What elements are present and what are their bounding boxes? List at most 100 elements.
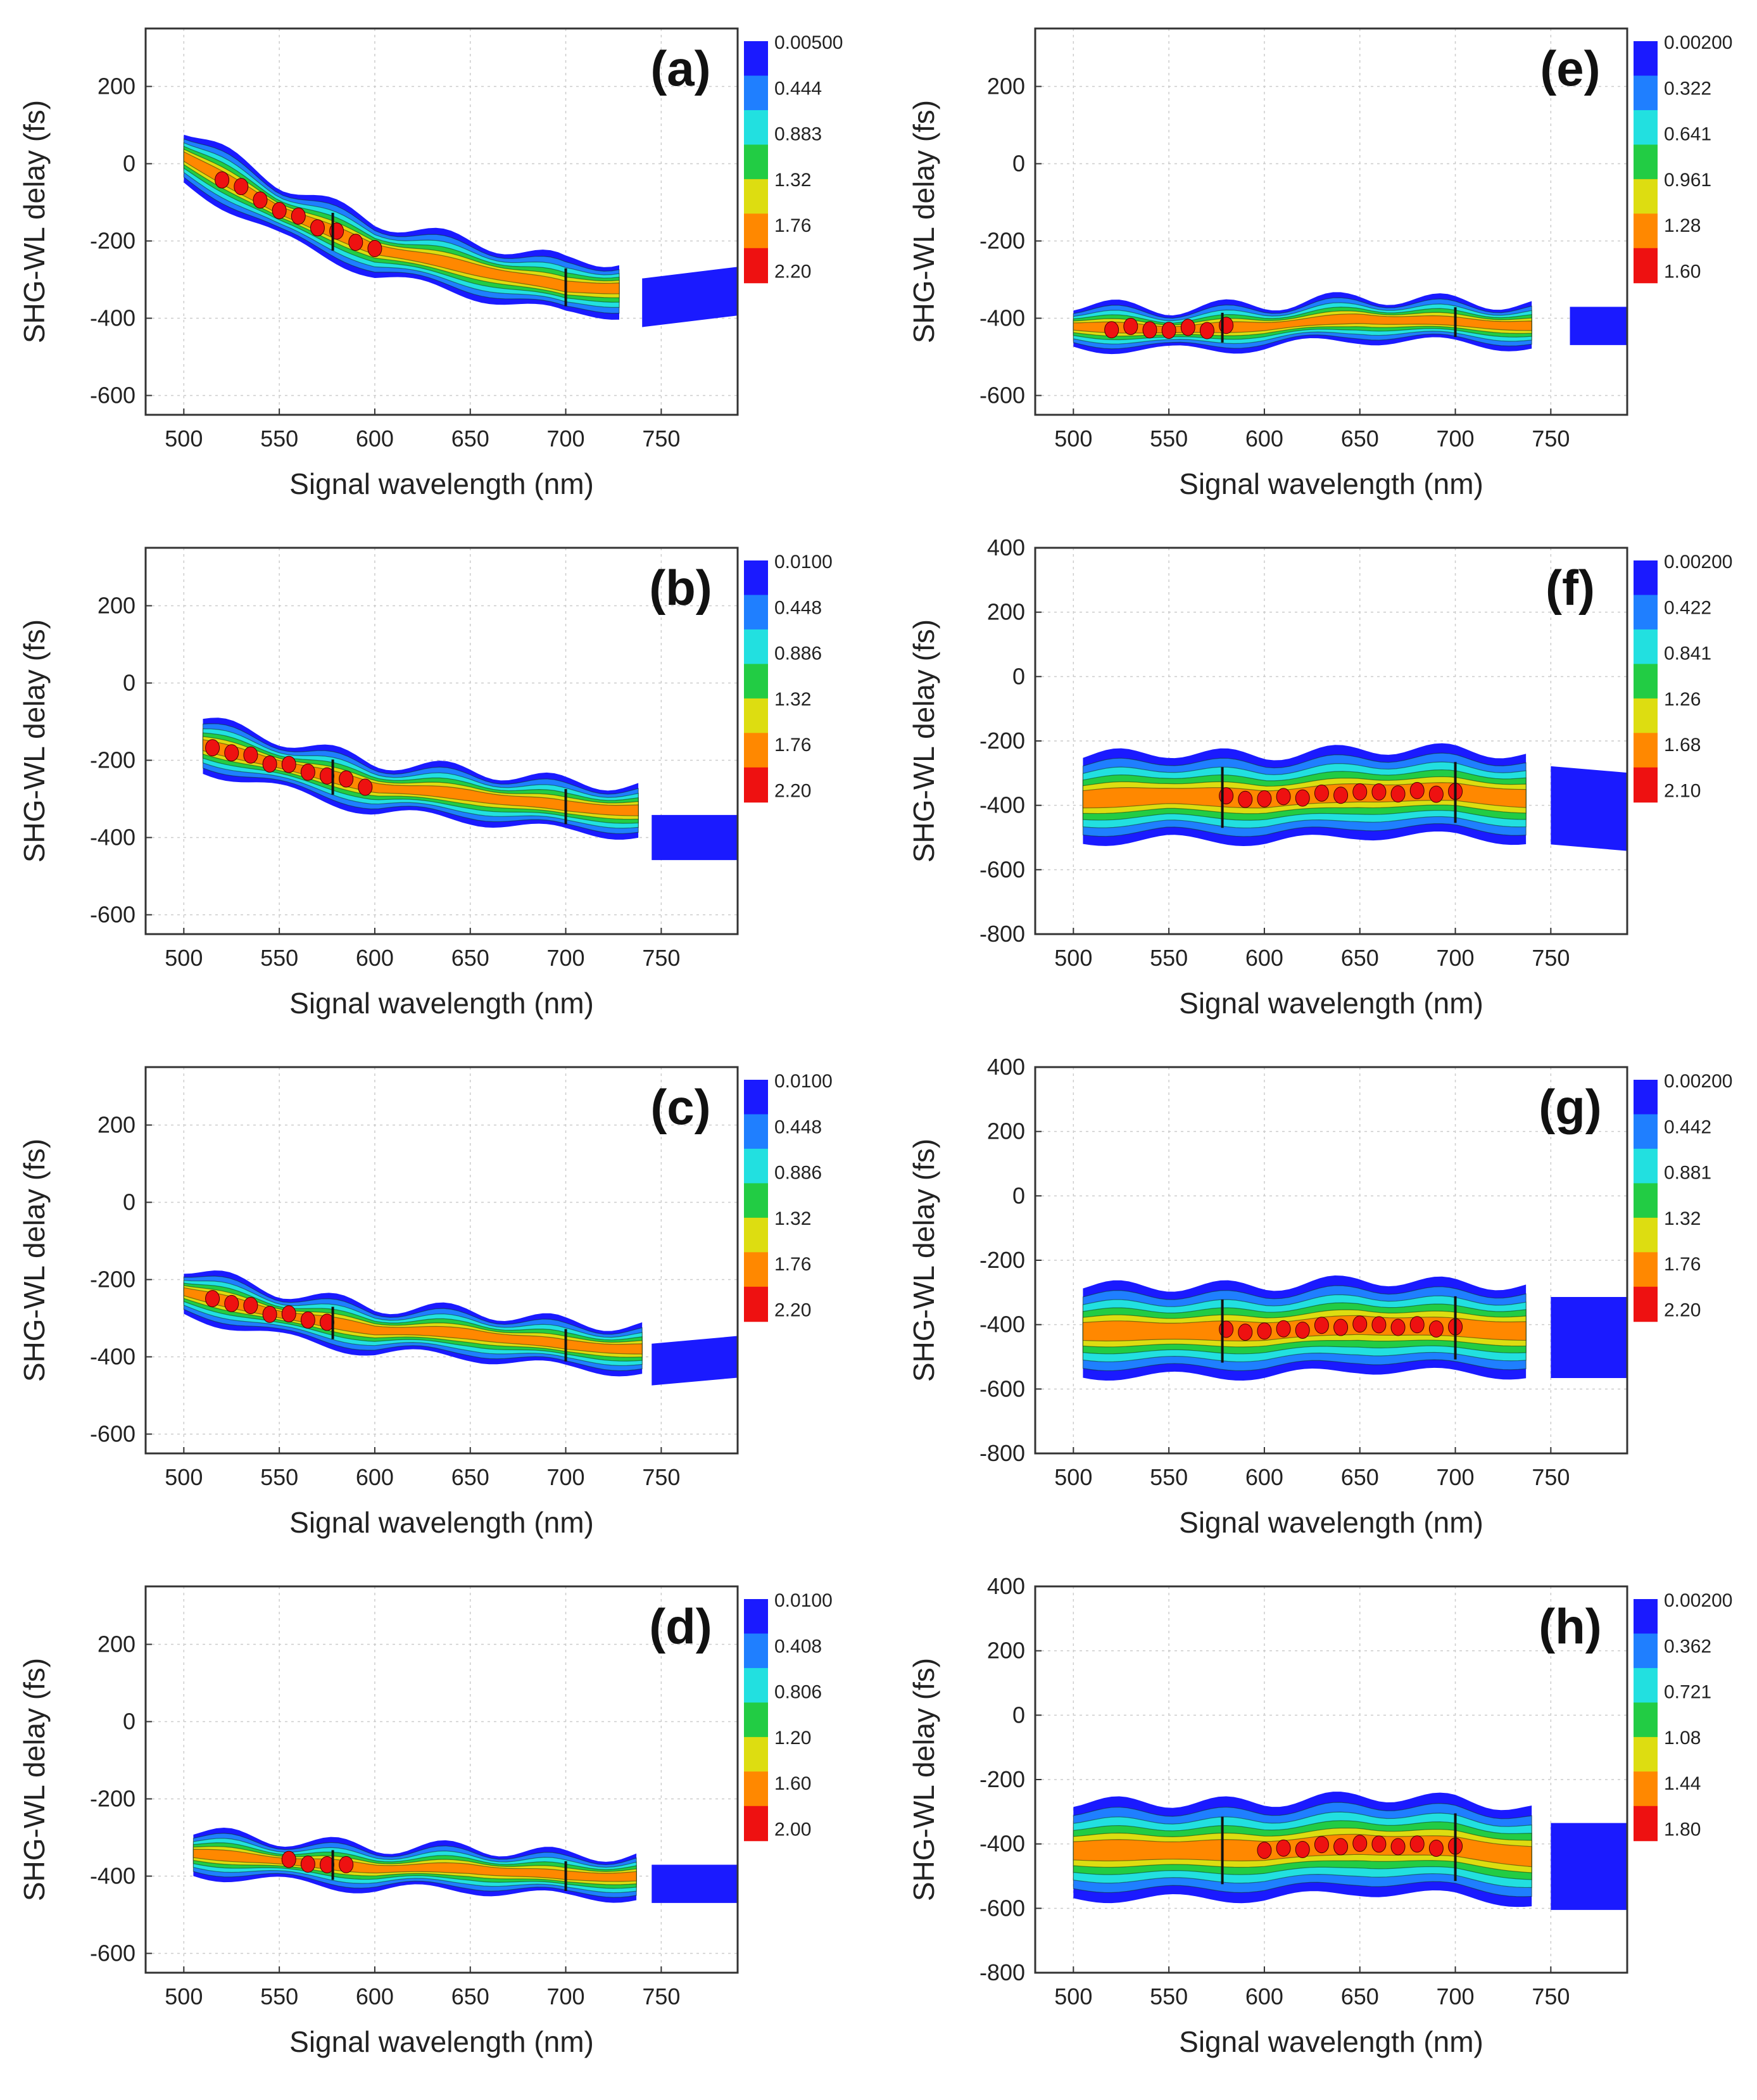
contour-peak	[1257, 790, 1272, 807]
colorbar-label: 1.26	[1664, 689, 1701, 710]
colorbar-swatch	[744, 1286, 768, 1322]
colorbar-swatch	[744, 41, 768, 77]
y-tick-label: -600	[90, 1421, 135, 1447]
y-axis-label: SHG-WL delay (fs)	[18, 619, 51, 863]
plot-area	[1035, 548, 1627, 934]
x-tick-label: 650	[1341, 945, 1379, 971]
contour-peak	[1295, 789, 1310, 807]
contour-peak	[291, 207, 306, 225]
colorbar-swatch	[1634, 698, 1658, 734]
colorbar-label: 2.20	[1664, 1300, 1701, 1320]
colorbar-swatch	[1634, 144, 1658, 180]
y-tick-label: 400	[987, 1573, 1025, 1599]
contour-peak	[281, 1850, 296, 1868]
contour-peak	[1333, 1838, 1349, 1856]
panel-label: (f)	[1546, 560, 1595, 616]
y-axis-label: SHG-WL delay (fs)	[907, 619, 940, 863]
x-tick-label: 650	[1341, 1983, 1379, 2009]
colorbar-swatch	[1634, 1114, 1658, 1149]
contour-peak	[1314, 784, 1329, 802]
x-tick-label: 600	[356, 426, 394, 452]
x-tick-label: 700	[1437, 426, 1475, 452]
contour-peak	[1295, 1321, 1310, 1339]
colorbar-swatch	[744, 110, 768, 146]
panel-label: (c)	[650, 1079, 710, 1135]
contour-peak	[1333, 1319, 1349, 1336]
y-axis-label: SHG-WL delay (fs)	[18, 100, 51, 343]
y-tick-label: -400	[979, 792, 1025, 818]
colorbar-label: 0.00200	[1664, 552, 1732, 572]
contour-peak	[300, 1311, 315, 1329]
colorbar-label: 0.442	[1664, 1116, 1711, 1137]
chart-panel-f: 500 550 600 650 700 750 -800 -600 -400 -200 0 200 40…	[907, 534, 1732, 1020]
colorbar-swatch	[744, 75, 768, 111]
contour-peak	[1238, 790, 1253, 808]
x-tick-label: 600	[356, 1464, 394, 1490]
contour-peak	[1276, 1320, 1291, 1338]
y-tick-label: 200	[987, 599, 1025, 625]
x-axis-label: Signal wavelength (nm)	[289, 987, 594, 1020]
contour-peak	[1409, 781, 1425, 799]
x-tick-label: 650	[451, 1983, 489, 2009]
y-tick-label: 200	[987, 73, 1025, 99]
contour-tail	[1551, 1823, 1627, 1910]
colorbar-swatch	[1634, 1252, 1658, 1287]
colorbar-swatch	[1634, 41, 1658, 77]
colorbar-label: 1.76	[774, 215, 811, 236]
colorbar-label: 0.0100	[774, 1071, 833, 1092]
contour-tail	[1570, 307, 1627, 345]
contour-tail	[1551, 1296, 1627, 1379]
x-tick-label: 550	[260, 945, 298, 971]
contour-peak	[224, 744, 239, 762]
contour-peak	[1104, 321, 1119, 339]
colorbar-label: 1.60	[1664, 261, 1701, 282]
colorbar-label: 1.32	[1664, 1208, 1701, 1229]
colorbar-swatch	[744, 1806, 768, 1842]
colorbar-swatch	[1634, 664, 1658, 699]
chart-panel-b: 500 550 600 650 700 750 -600 -400 -200 0 200 Signal…	[18, 547, 833, 1020]
y-tick-label: 200	[98, 593, 135, 619]
colorbar-label: 1.32	[774, 1208, 811, 1229]
chart-panel-g: 500 550 600 650 700 750 -800 -600 -400 -200 0 200 40…	[907, 1054, 1732, 1539]
y-tick-label: -200	[90, 228, 135, 254]
colorbar-swatch	[1634, 1148, 1658, 1184]
colorbar-label: 0.00200	[1664, 32, 1732, 53]
colorbar-label: 2.20	[774, 261, 811, 282]
x-tick-label: 550	[1150, 945, 1188, 971]
y-tick-label: -400	[90, 1344, 135, 1370]
y-tick-label: -200	[90, 1267, 135, 1293]
contour-peak	[1409, 1316, 1425, 1334]
colorbar-label: 0.444	[774, 78, 822, 99]
colorbar-swatch	[1634, 629, 1658, 665]
contour-peak	[1161, 322, 1176, 339]
x-tick-label: 750	[642, 426, 680, 452]
colorbar-label: 0.641	[1664, 124, 1711, 145]
colorbar-label: 0.881	[1664, 1163, 1711, 1184]
y-tick-label: -600	[979, 383, 1025, 408]
contour-peak	[205, 1290, 220, 1308]
y-tick-label: -600	[90, 902, 135, 928]
contour-peak	[224, 1294, 239, 1312]
colorbar-swatch	[1634, 1771, 1658, 1807]
x-tick-label: 550	[1150, 1983, 1188, 2009]
x-tick-label: 750	[642, 1464, 680, 1490]
plot-area	[146, 1586, 738, 1973]
plot-frame	[1034, 27, 1628, 416]
contour-peak	[1142, 321, 1157, 339]
colorbar-label: 2.00	[774, 1819, 811, 1840]
contour-peak	[243, 746, 258, 764]
x-axis-label: Signal wavelength (nm)	[1179, 2025, 1483, 2058]
contour-peak	[1199, 322, 1214, 339]
contour-peak	[262, 755, 277, 773]
chart-panel-d: 500 550 600 650 700 750 -600 -400 -200 0 200 Signal…	[18, 1585, 833, 2058]
y-axis-label: SHG-WL delay (fs)	[907, 100, 940, 343]
colorbar-label: 2.10	[1664, 780, 1701, 801]
contour-peak	[1314, 1836, 1329, 1854]
colorbar-swatch	[1634, 733, 1658, 768]
x-tick-label: 750	[642, 1983, 680, 2009]
colorbar-label: 0.00500	[774, 32, 843, 53]
y-tick-label: -800	[979, 1959, 1025, 1985]
y-tick-label: 0	[1012, 1702, 1025, 1728]
contour-peak	[1276, 1839, 1291, 1857]
colorbar-label: 0.886	[774, 1163, 822, 1184]
